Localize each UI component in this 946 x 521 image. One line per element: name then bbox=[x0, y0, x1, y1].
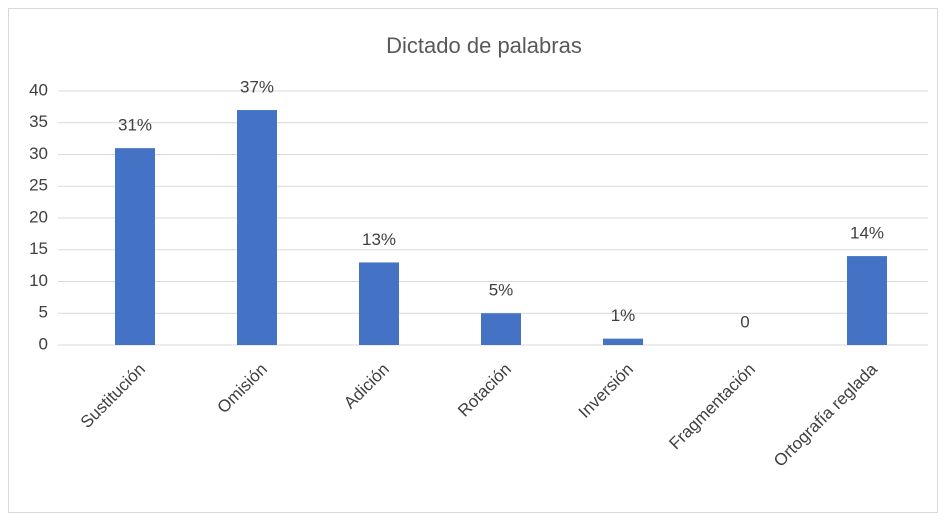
value-label: 13% bbox=[362, 230, 396, 249]
bar bbox=[115, 148, 155, 345]
y-tick-label: 0 bbox=[39, 334, 48, 353]
y-tick-label: 10 bbox=[29, 271, 48, 290]
bar bbox=[481, 313, 521, 345]
value-label: 5% bbox=[489, 281, 514, 300]
chart-border bbox=[8, 8, 938, 513]
value-label: 14% bbox=[850, 224, 884, 243]
bar bbox=[603, 338, 643, 345]
value-label: 1% bbox=[611, 306, 636, 325]
bar bbox=[237, 110, 277, 345]
value-label: 0 bbox=[740, 312, 749, 331]
y-tick-label: 25 bbox=[29, 176, 48, 195]
bar bbox=[847, 256, 887, 345]
y-tick-label: 40 bbox=[29, 80, 48, 99]
bar bbox=[359, 262, 399, 345]
y-tick-label: 5 bbox=[39, 303, 48, 322]
chart-title: Dictado de palabras bbox=[386, 33, 582, 58]
y-tick-label: 35 bbox=[29, 112, 48, 131]
value-label: 37% bbox=[240, 78, 274, 97]
y-tick-label: 30 bbox=[29, 144, 48, 163]
y-tick-label: 20 bbox=[29, 207, 48, 226]
value-label: 31% bbox=[118, 116, 152, 135]
y-tick-label: 15 bbox=[29, 239, 48, 258]
